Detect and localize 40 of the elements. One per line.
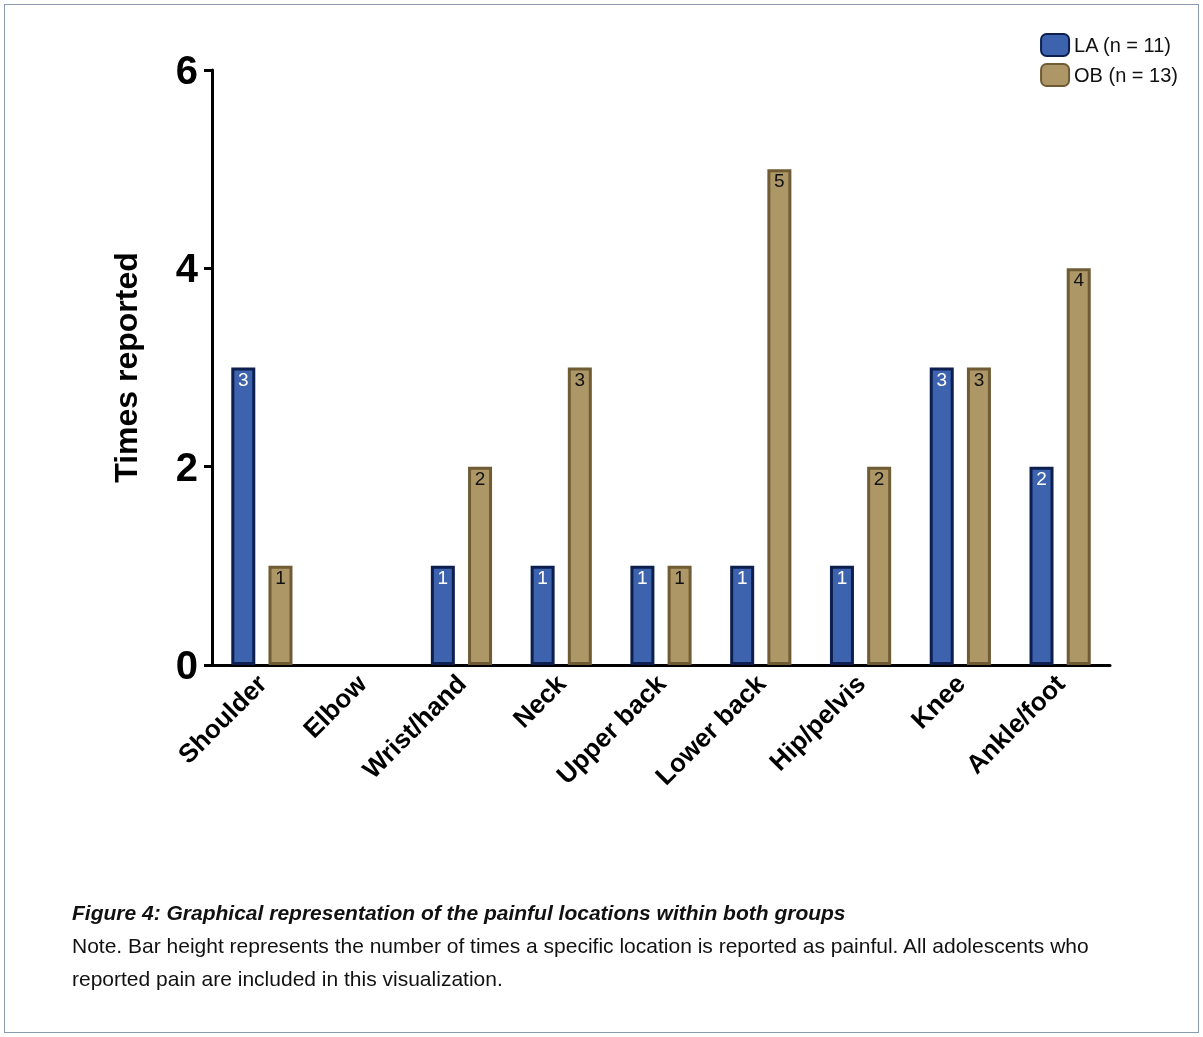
data-label: 2	[873, 467, 885, 489]
bar	[268, 565, 293, 665]
data-label: 1	[674, 566, 685, 588]
bar	[430, 565, 455, 665]
bar	[567, 367, 592, 665]
data-label: 1	[736, 566, 748, 588]
text: Figure 4: Graphical representation of the painful locations within both groups	[72, 900, 847, 926]
data-label: 1	[537, 566, 548, 588]
data-label: 1	[275, 566, 286, 588]
y-axis-title: Times reported	[108, 252, 144, 483]
text: Note. Bar height represents the number of times a specific location is reported as painful. All adolescents who reported pain are included in this visualization.	[72, 933, 1090, 992]
y-tick-label: 6	[175, 48, 198, 92]
bar	[667, 565, 692, 665]
data-label: 1	[437, 566, 449, 588]
bar	[630, 565, 655, 665]
bar	[730, 565, 755, 665]
y-tick-label: 2	[175, 444, 198, 489]
bar	[1066, 268, 1091, 665]
bar	[530, 565, 555, 665]
data-label: 3	[574, 368, 586, 390]
bar	[966, 367, 991, 665]
bar	[1029, 466, 1054, 665]
data-label: 2	[474, 467, 486, 489]
data-label: 2	[1036, 467, 1047, 489]
data-label: 1	[637, 566, 648, 588]
data-label: 1	[836, 566, 848, 588]
legend-label: OB (n = 13)	[1074, 64, 1178, 86]
data-label: 4	[1073, 269, 1085, 291]
data-label: 3	[936, 368, 948, 390]
bar	[867, 466, 892, 665]
data-label: 5	[774, 170, 785, 192]
bar	[231, 367, 256, 665]
y-tick-label: 4	[175, 246, 199, 291]
data-label: 3	[238, 368, 249, 390]
legend-label: LA (n = 11)	[1074, 34, 1171, 56]
bar	[829, 565, 854, 665]
bar	[767, 169, 792, 665]
data-label: 3	[973, 368, 985, 390]
bar	[468, 466, 493, 665]
bar	[929, 367, 954, 665]
